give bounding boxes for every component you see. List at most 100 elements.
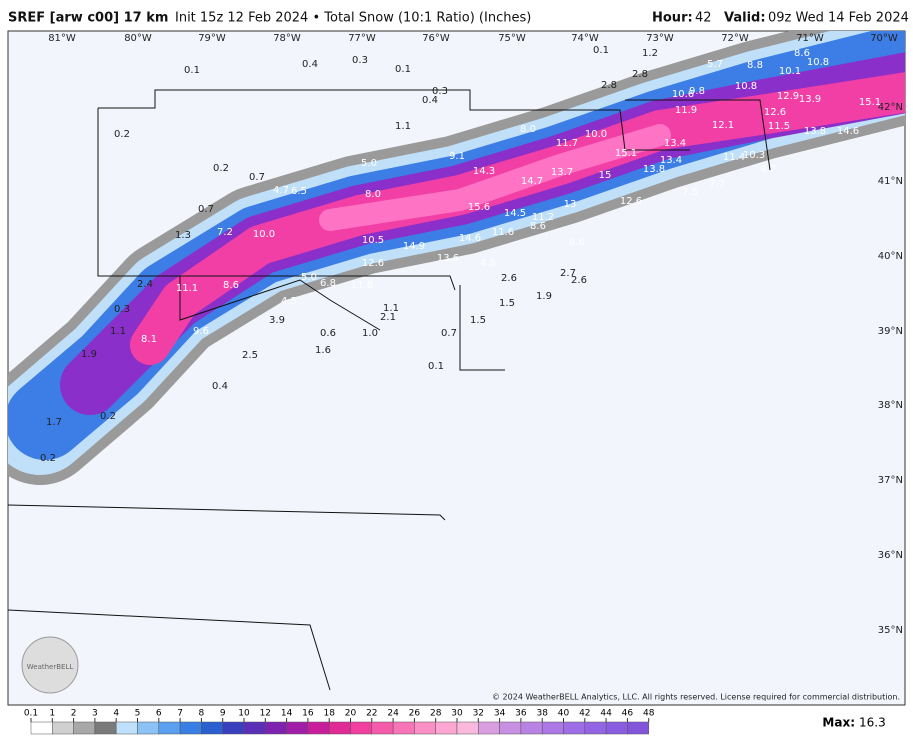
snow-value: 10.0 <box>585 129 607 140</box>
snow-value: 2.8 <box>601 80 617 91</box>
lon-label: 74°W <box>571 33 599 44</box>
snow-value: 6.6 <box>569 237 585 248</box>
snow-value: 12.9 <box>777 91 799 102</box>
lat-label: 37°N <box>878 475 903 486</box>
snow-value: 0.7 <box>441 328 457 339</box>
legend-tick-label: 40 <box>558 709 570 719</box>
lon-label: 81°W <box>48 33 76 44</box>
snow-value: 9.1 <box>449 151 465 162</box>
legend-swatch <box>137 721 160 735</box>
snow-value: 0.4 <box>422 95 438 106</box>
snow-value: 10.8 <box>735 81 757 92</box>
snow-value: 2.4 <box>137 279 153 290</box>
legend-swatch <box>563 721 586 735</box>
snow-value: 6.8 <box>320 278 336 289</box>
snow-value: 0.2 <box>40 453 56 464</box>
legend-swatch <box>541 721 564 735</box>
legend-tick-label: 38 <box>536 709 548 719</box>
snow-value: 0.3 <box>114 304 130 315</box>
snow-value: 14.7 <box>521 176 543 187</box>
legend-tick-label: 18 <box>323 709 335 719</box>
snow-value: 13.8 <box>643 164 665 175</box>
snow-value: 5.0 <box>301 272 317 283</box>
snow-value: 10.6 <box>672 89 694 100</box>
snow-value: 0.4 <box>212 381 228 392</box>
max-label: Max: <box>822 716 855 730</box>
snow-value: 13.6 <box>437 253 459 264</box>
snow-value: 10.5 <box>362 235 384 246</box>
legend-tick-label: 24 <box>387 709 399 719</box>
legend-swatch <box>179 721 202 735</box>
snow-value: 9.6 <box>193 326 209 337</box>
snow-value: 1.3 <box>175 230 191 241</box>
legend-tick-label: 48 <box>643 709 655 719</box>
snow-value: 0.3 <box>352 55 368 66</box>
legend-tick-label: 9 <box>220 709 226 719</box>
snow-value: 13 <box>564 199 577 210</box>
lon-label: 72°W <box>721 33 749 44</box>
snow-value: 1.5 <box>499 298 515 309</box>
legend-swatch <box>243 721 266 735</box>
snow-value: 15.1 <box>615 148 637 159</box>
lat-label: 36°N <box>878 550 903 561</box>
legend-swatch <box>30 721 53 735</box>
legend-swatch <box>73 721 96 735</box>
snow-value: 12.6 <box>764 107 786 118</box>
legend-tick-label: 28 <box>430 709 442 719</box>
snow-value: 11.5 <box>768 121 790 132</box>
snow-value: 8.8 <box>747 60 763 71</box>
legend-swatch <box>478 721 500 735</box>
valid-label: Valid: <box>724 11 766 26</box>
legend-swatch <box>222 721 245 735</box>
legend-tick-label: 30 <box>451 709 463 719</box>
legend-swatch <box>52 721 74 735</box>
snow-value: 0.2 <box>100 411 116 422</box>
snow-value: 15 <box>599 170 612 181</box>
legend-swatch <box>265 721 287 735</box>
legend-tick-label: 8 <box>199 709 205 719</box>
snow-value: 14.6 <box>459 233 481 244</box>
legend-swatch <box>627 721 649 735</box>
legend-swatch <box>499 721 522 735</box>
legend-swatch <box>115 721 138 735</box>
snow-value: 8.1 <box>141 334 157 345</box>
legend-swatch <box>414 721 436 735</box>
lat-label: 40°N <box>878 251 903 262</box>
title: SREF [arw c00] 17 km <box>8 11 168 26</box>
snow-value: 13.8 <box>804 126 826 137</box>
snow-value: 2.6 <box>571 275 587 286</box>
copyright-text: © 2024 WeatherBELL Analytics, LLC. All r… <box>492 693 900 702</box>
lat-label: 35°N <box>878 625 903 636</box>
legend-swatch <box>392 721 415 735</box>
snow-value: 0.1 <box>428 361 444 372</box>
snow-value: 7.7 <box>709 179 725 190</box>
snow-value: 10.3 <box>743 150 765 161</box>
snow-value: 0.2 <box>213 163 229 174</box>
snow-value: 5.0 <box>361 158 377 169</box>
snow-value: 1.0 <box>362 328 378 339</box>
legend-tick-label: 4 <box>113 709 119 719</box>
legend-tick-label: 0.1 <box>24 709 38 719</box>
lat-label: 38°N <box>878 400 903 411</box>
legend-swatch <box>286 721 309 735</box>
legend-swatch <box>371 721 394 735</box>
legend-swatch <box>94 721 117 735</box>
lon-label: 78°W <box>273 33 301 44</box>
snow-value: 5.7 <box>707 59 723 70</box>
snow-value: 1.1 <box>395 121 411 132</box>
snow-value: 2.8 <box>632 69 648 80</box>
snow-value: 1.6 <box>315 345 331 356</box>
snow-value: 1.5 <box>470 315 486 326</box>
legend-tick-label: 12 <box>260 709 271 719</box>
snow-value: 0.7 <box>249 172 265 183</box>
snow-value: 8.0 <box>520 124 536 135</box>
legend-swatch <box>605 721 628 735</box>
snow-value: 15.1 <box>859 97 881 108</box>
snow-value: 10.0 <box>253 229 275 240</box>
legend-tick-label: 10 <box>238 709 250 719</box>
legend-swatch <box>584 721 607 735</box>
snow-value: 0.1 <box>593 45 609 56</box>
snow-value: 2.7 <box>560 268 576 279</box>
lat-label: 41°N <box>878 176 903 187</box>
snow-value: 11.2 <box>532 212 554 223</box>
